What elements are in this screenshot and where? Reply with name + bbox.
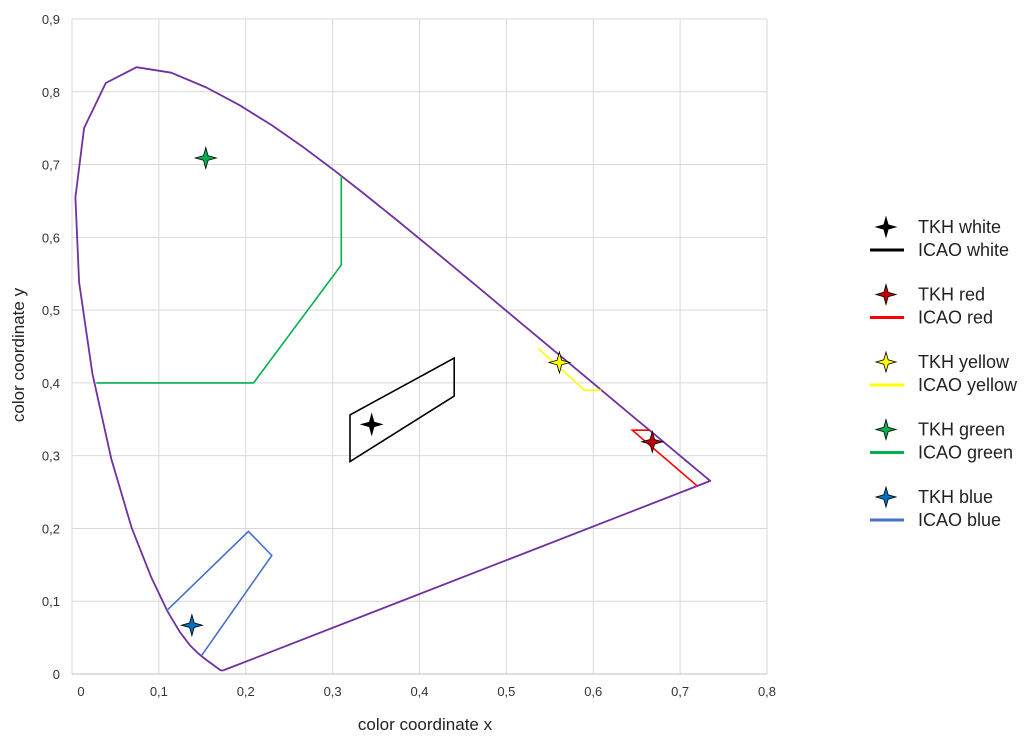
tkh-yellow-marker <box>547 350 572 375</box>
x-tick-label: 0,7 <box>671 684 689 699</box>
x-tick-label: 0,6 <box>584 684 602 699</box>
legend: TKH white ICAO white TKH red ICAO red TKH ye… <box>870 215 1018 530</box>
legend-icao-green-label: ICAO green <box>918 443 1013 463</box>
y-tick-label: 0,4 <box>42 376 60 391</box>
x-tick-label: 0,2 <box>237 684 255 699</box>
x-tick-label: 0,8 <box>758 684 776 699</box>
y-tick-label: 0,6 <box>42 230 60 245</box>
legend-tkh-red-symbol <box>874 283 898 306</box>
legend-tkh-white-label: TKH white <box>918 217 1001 237</box>
legend-tkh-blue-symbol <box>874 485 898 509</box>
legend-tkh-yellow-label: TKH yellow <box>918 352 1010 372</box>
tkh-green-marker <box>193 146 218 170</box>
legend-tkh-blue-label: TKH blue <box>918 487 993 507</box>
tkh-points <box>179 146 665 638</box>
x-tick-label: 0,4 <box>410 684 428 699</box>
legend-tkh-green-symbol <box>874 418 898 441</box>
y-axis-title: color coordinate y <box>9 287 28 422</box>
icao-regions <box>96 175 699 657</box>
y-tick-label: 0,5 <box>42 303 60 318</box>
icao-yellow-region <box>537 348 602 392</box>
icao-white-region <box>349 356 456 463</box>
spectral-locus-line <box>74 66 712 672</box>
x-tick-label: 0,3 <box>324 684 342 699</box>
legend-tkh-green-label: TKH green <box>918 420 1005 440</box>
legend-icao-white-label: ICAO white <box>918 240 1009 260</box>
legend-icao-blue-label: ICAO blue <box>918 510 1001 530</box>
y-tick-label: 0 <box>53 667 60 682</box>
y-tick-label: 0,8 <box>42 85 60 100</box>
icao-red-region <box>630 429 699 487</box>
axes: 0 0,1 0,2 0,3 0,4 0,5 0,6 0,7 0,8 0 0,1 0,2 0,3 0,4 0,… <box>42 12 776 699</box>
legend-tkh-red-label: TKH red <box>918 285 985 305</box>
legend-tkh-white-symbol <box>874 215 898 239</box>
y-tick-label: 0,3 <box>42 449 60 464</box>
grid <box>71 18 768 675</box>
x-axis-title: color coordinate x <box>358 715 493 734</box>
y-tick-label: 0,2 <box>42 521 60 536</box>
x-tick-label: 0 <box>77 684 84 699</box>
y-tick-label: 0,7 <box>42 158 60 173</box>
icao-green-region <box>96 175 343 384</box>
spectral-locus <box>74 66 712 672</box>
legend-icao-yellow-label: ICAO yellow <box>918 375 1018 395</box>
tkh-red-marker <box>640 429 665 454</box>
x-tick-label: 0,1 <box>150 684 168 699</box>
y-tick-label: 0,1 <box>42 594 60 609</box>
legend-icao-red-label: ICAO red <box>918 308 993 328</box>
x-tick-label: 0,5 <box>497 684 515 699</box>
tkh-blue-marker <box>179 613 204 638</box>
tkh-white-marker <box>359 412 384 437</box>
legend-tkh-yellow-symbol <box>874 350 898 374</box>
icao-blue-region <box>166 530 273 657</box>
y-tick-label: 0,9 <box>42 12 60 27</box>
